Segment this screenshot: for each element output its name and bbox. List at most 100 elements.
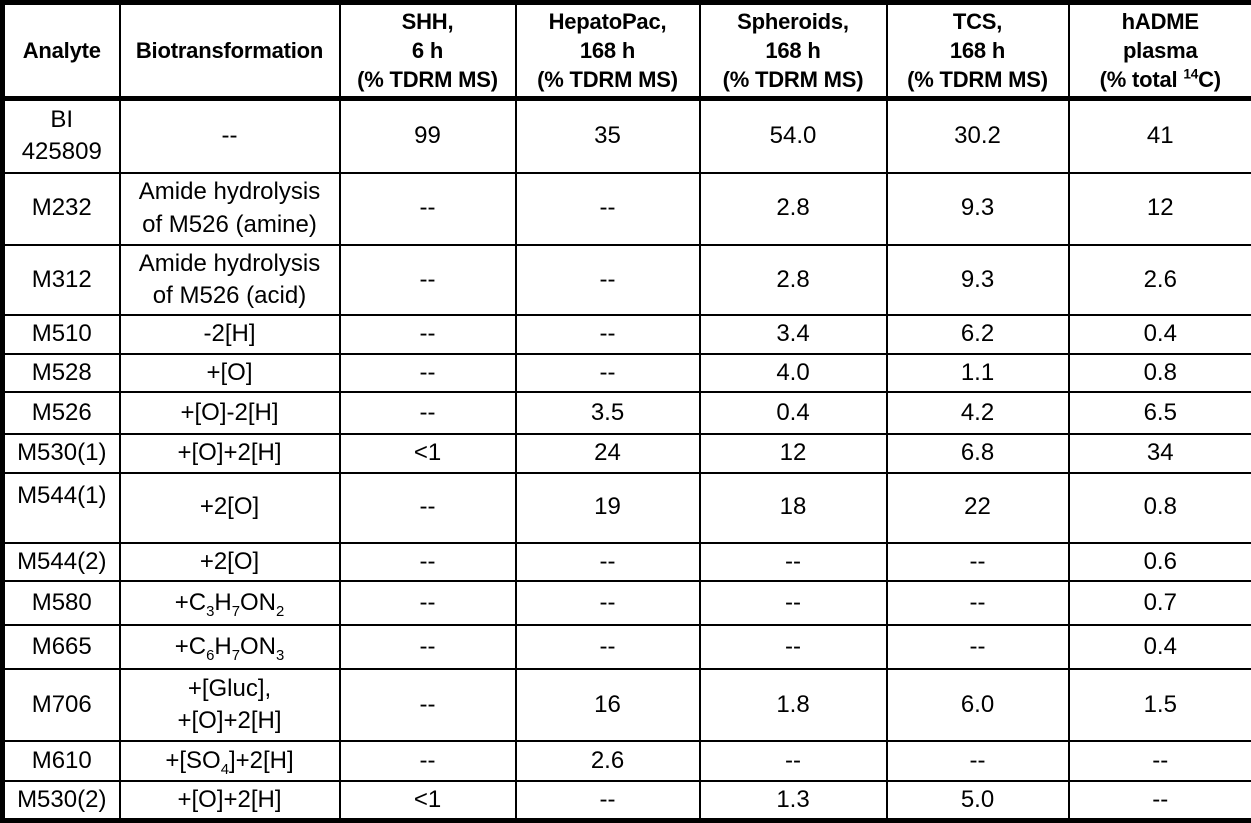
cell-hadme-plasma: 0.8 xyxy=(1069,354,1251,392)
cell-hadme-plasma: 0.4 xyxy=(1069,625,1251,669)
cell-biotransformation: +[O]+2[H] xyxy=(120,781,340,821)
cell-hepatopac-168h: 19 xyxy=(516,473,700,543)
cell-hepatopac-168h: -- xyxy=(516,315,700,353)
cell-biotransformation: +[SO4]+2[H] xyxy=(120,741,340,781)
cell-hepatopac-168h: -- xyxy=(516,581,700,625)
cell-hadme-plasma: 41 xyxy=(1069,99,1251,173)
cell-analyte: M530(2) xyxy=(3,781,120,821)
cell-analyte: M544(1) xyxy=(3,473,120,543)
cell-spheroids-168h: 2.8 xyxy=(700,245,887,316)
cell-hepatopac-168h: -- xyxy=(516,354,700,392)
cell-analyte: M706 xyxy=(3,669,120,741)
cell-spheroids-168h: -- xyxy=(700,581,887,625)
cell-shh-6h: -- xyxy=(340,543,516,581)
cell-hadme-plasma: 1.5 xyxy=(1069,669,1251,741)
cell-shh-6h: -- xyxy=(340,473,516,543)
cell-spheroids-168h: 12 xyxy=(700,434,887,472)
cell-biotransformation: +2[O] xyxy=(120,543,340,581)
cell-tcs-168h: -- xyxy=(887,625,1069,669)
cell-tcs-168h: 6.0 xyxy=(887,669,1069,741)
cell-shh-6h: <1 xyxy=(340,434,516,472)
cell-analyte: M526 xyxy=(3,392,120,434)
cell-hadme-plasma: 12 xyxy=(1069,173,1251,245)
column-header-hepatopac-168h: HepatoPac,168 h(% TDRM MS) xyxy=(516,3,700,99)
table-row: M610+[SO4]+2[H]--2.6------ xyxy=(3,741,1251,781)
cell-spheroids-168h: -- xyxy=(700,543,887,581)
cell-analyte: M232 xyxy=(3,173,120,245)
cell-spheroids-168h: 1.8 xyxy=(700,669,887,741)
cell-biotransformation: -- xyxy=(120,99,340,173)
cell-hepatopac-168h: -- xyxy=(516,173,700,245)
cell-tcs-168h: 1.1 xyxy=(887,354,1069,392)
cell-hepatopac-168h: -- xyxy=(516,245,700,316)
cell-hepatopac-168h: -- xyxy=(516,625,700,669)
cell-shh-6h: -- xyxy=(340,245,516,316)
cell-spheroids-168h: 2.8 xyxy=(700,173,887,245)
column-header-shh-6h: SHH,6 h(% TDRM MS) xyxy=(340,3,516,99)
cell-biotransformation: +[O]+2[H] xyxy=(120,434,340,472)
column-header-analyte: Analyte xyxy=(3,3,120,99)
cell-hadme-plasma: 6.5 xyxy=(1069,392,1251,434)
cell-spheroids-168h: 3.4 xyxy=(700,315,887,353)
cell-biotransformation: +[O]-2[H] xyxy=(120,392,340,434)
cell-hadme-plasma: -- xyxy=(1069,741,1251,781)
cell-hepatopac-168h: 35 xyxy=(516,99,700,173)
cell-hepatopac-168h: 16 xyxy=(516,669,700,741)
cell-analyte: M665 xyxy=(3,625,120,669)
table-row: M665+C6H7ON3--------0.4 xyxy=(3,625,1251,669)
cell-biotransformation: +2[O] xyxy=(120,473,340,543)
cell-tcs-168h: 4.2 xyxy=(887,392,1069,434)
cell-tcs-168h: 9.3 xyxy=(887,173,1069,245)
table-row: M544(2)+2[O]--------0.6 xyxy=(3,543,1251,581)
cell-analyte: M544(2) xyxy=(3,543,120,581)
cell-hadme-plasma: -- xyxy=(1069,781,1251,821)
cell-hadme-plasma: 0.7 xyxy=(1069,581,1251,625)
cell-hepatopac-168h: -- xyxy=(516,543,700,581)
cell-shh-6h: -- xyxy=(340,354,516,392)
cell-tcs-168h: -- xyxy=(887,741,1069,781)
cell-spheroids-168h: 18 xyxy=(700,473,887,543)
cell-tcs-168h: 30.2 xyxy=(887,99,1069,173)
cell-shh-6h: -- xyxy=(340,625,516,669)
cell-spheroids-168h: 54.0 xyxy=(700,99,887,173)
cell-tcs-168h: 9.3 xyxy=(887,245,1069,316)
cell-hepatopac-168h: 24 xyxy=(516,434,700,472)
cell-shh-6h: -- xyxy=(340,173,516,245)
cell-biotransformation: +[O] xyxy=(120,354,340,392)
cell-analyte: M510 xyxy=(3,315,120,353)
cell-hepatopac-168h: 2.6 xyxy=(516,741,700,781)
cell-tcs-168h: -- xyxy=(887,543,1069,581)
column-header-spheroids-168h: Spheroids,168 h(% TDRM MS) xyxy=(700,3,887,99)
cell-biotransformation: -2[H] xyxy=(120,315,340,353)
cell-analyte: M610 xyxy=(3,741,120,781)
cell-hadme-plasma: 34 xyxy=(1069,434,1251,472)
cell-hadme-plasma: 0.4 xyxy=(1069,315,1251,353)
cell-spheroids-168h: -- xyxy=(700,625,887,669)
cell-analyte: M580 xyxy=(3,581,120,625)
cell-analyte: M528 xyxy=(3,354,120,392)
cell-tcs-168h: 22 xyxy=(887,473,1069,543)
cell-tcs-168h: 5.0 xyxy=(887,781,1069,821)
cell-spheroids-168h: 1.3 xyxy=(700,781,887,821)
cell-analyte: M530(1) xyxy=(3,434,120,472)
cell-tcs-168h: 6.2 xyxy=(887,315,1069,353)
cell-hepatopac-168h: 3.5 xyxy=(516,392,700,434)
column-header-tcs-168h: TCS,168 h(% TDRM MS) xyxy=(887,3,1069,99)
cell-biotransformation: +[Gluc],+[O]+2[H] xyxy=(120,669,340,741)
cell-shh-6h: <1 xyxy=(340,781,516,821)
cell-spheroids-168h: 0.4 xyxy=(700,392,887,434)
column-header-biotransformation: Biotransformation xyxy=(120,3,340,99)
